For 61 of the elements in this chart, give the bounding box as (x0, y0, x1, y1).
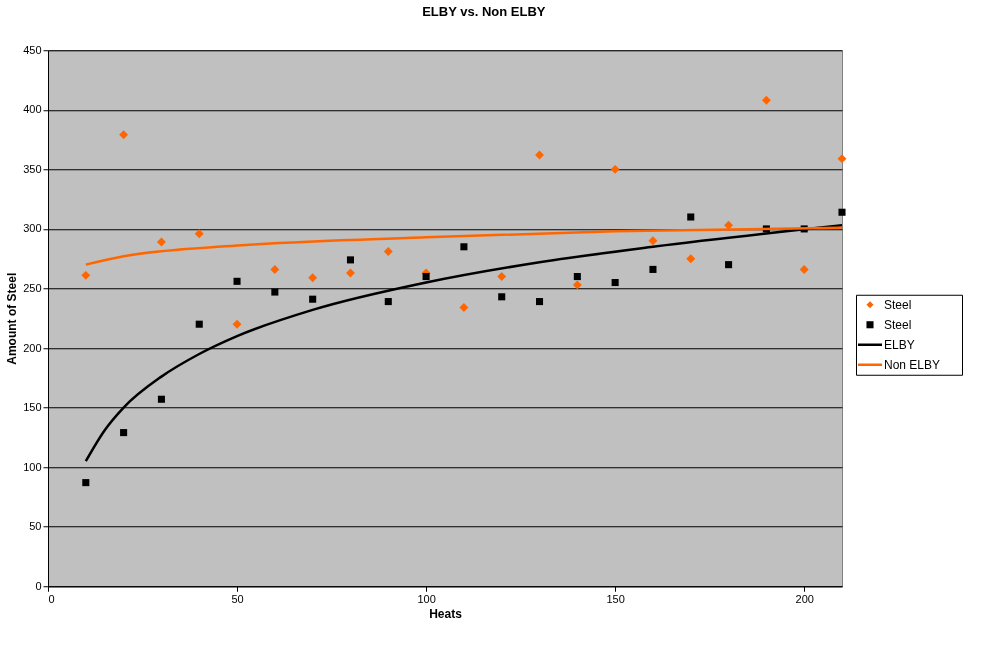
point (761, 95, 771, 105)
point (233, 277, 241, 285)
point (119, 130, 129, 140)
point (610, 164, 620, 174)
y-tick-label: 300 (23, 222, 42, 235)
point (346, 268, 355, 278)
x-tick-label: 100 (417, 592, 436, 605)
point (535, 298, 544, 306)
point (497, 272, 507, 282)
point (799, 264, 809, 274)
x-axis-title: Heats (429, 606, 463, 621)
y-tick-label: 250 (23, 281, 42, 294)
x-tick-label: 200 (795, 592, 814, 605)
legend-label: Non ELBY (884, 357, 941, 372)
point (194, 229, 204, 239)
y-tick-label: 50 (29, 520, 42, 533)
point (459, 303, 469, 312)
point (120, 429, 128, 437)
point (195, 320, 203, 328)
chart-title: ELBY vs. Non ELBY (422, 3, 546, 19)
point (535, 150, 544, 160)
point (383, 247, 393, 257)
y-tick-label: 450 (23, 43, 42, 56)
y-tick-label: 0 (35, 579, 42, 592)
legend-label: Steel (884, 297, 912, 312)
point (725, 261, 733, 269)
point (309, 295, 317, 303)
y-tick-label: 200 (23, 341, 42, 354)
point (724, 220, 734, 230)
point (573, 273, 581, 281)
point (422, 273, 430, 281)
point (271, 288, 279, 296)
point (81, 270, 91, 280)
point (384, 298, 392, 306)
point (270, 264, 280, 274)
legend-label: ELBY (884, 337, 915, 352)
point (156, 237, 166, 247)
x-tick-label: 150 (606, 592, 625, 605)
point (687, 213, 695, 221)
x-tick-label: 50 (231, 592, 244, 605)
point (232, 319, 242, 329)
point (308, 273, 318, 283)
point (838, 208, 846, 216)
point (157, 395, 165, 403)
point (649, 265, 657, 273)
point (346, 256, 355, 264)
y-tick-label: 350 (23, 162, 42, 175)
point (648, 236, 658, 246)
y-tick-label: 400 (23, 103, 42, 116)
y-tick-label: 150 (23, 401, 42, 414)
x-tick-label: 0 (48, 592, 55, 605)
y-tick-label: 100 (23, 460, 42, 473)
point (460, 243, 468, 251)
point (498, 293, 506, 301)
point (611, 278, 619, 287)
point (572, 280, 582, 290)
point (686, 254, 696, 264)
point (82, 479, 90, 487)
point (837, 154, 847, 164)
y-axis-title: Amount of Steel (5, 272, 20, 365)
legend-label: Steel (884, 317, 912, 332)
